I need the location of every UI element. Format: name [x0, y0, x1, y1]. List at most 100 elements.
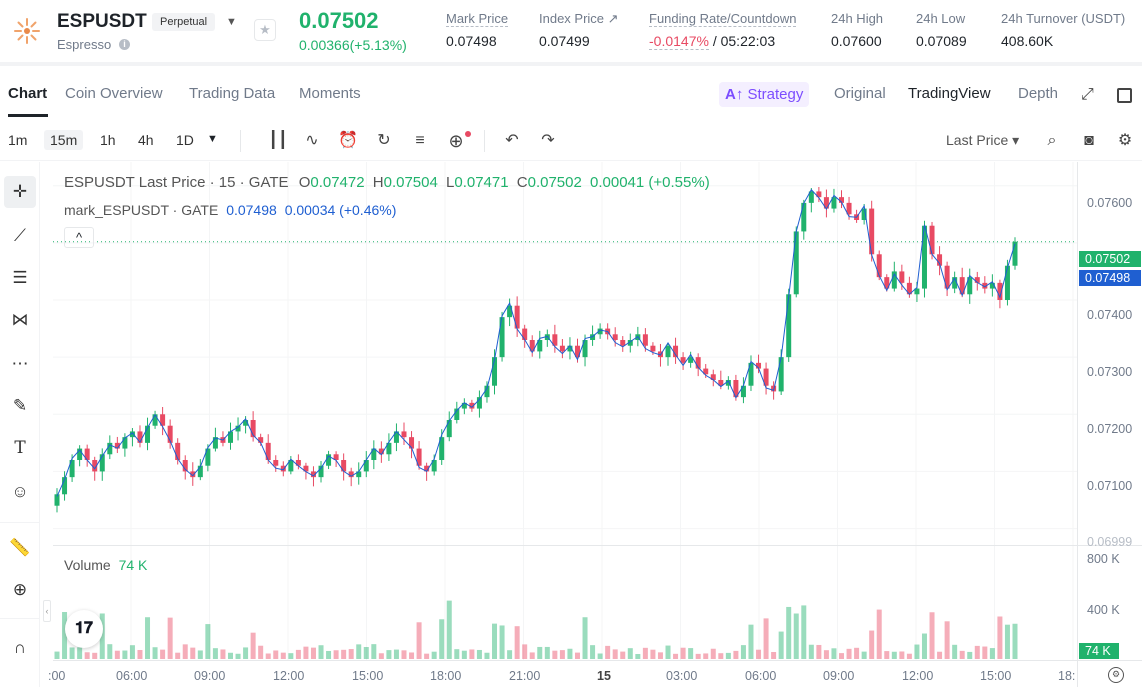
- index-price-label[interactable]: Index Price ↗: [539, 11, 619, 26]
- volume-bar: [740, 645, 746, 659]
- crosshair-icon[interactable]: ✛: [4, 176, 36, 208]
- view-tradingview[interactable]: TradingView: [908, 85, 991, 102]
- interval-1m[interactable]: 1m: [8, 132, 28, 148]
- fullscreen-icon[interactable]: ⤢: [1081, 86, 1094, 103]
- magnet-icon[interactable]: ∩: [13, 638, 27, 657]
- fib-levels-icon[interactable]: ⋯: [11, 354, 29, 373]
- volume-bar: [763, 618, 769, 659]
- price-axis-label: 0.07200: [1087, 422, 1133, 436]
- replay-icon[interactable]: ↻: [377, 132, 391, 149]
- volume-bar: [559, 650, 565, 659]
- strategy-button[interactable]: A↑ Strategy: [719, 82, 810, 107]
- popout-window-icon[interactable]: [1117, 88, 1132, 103]
- indicators-icon[interactable]: ∿: [305, 132, 319, 149]
- tab-moments[interactable]: Moments: [299, 85, 361, 102]
- volume-bar: [710, 648, 716, 659]
- volume-bar: [409, 652, 415, 659]
- add-icon[interactable]: ⊕: [448, 131, 464, 151]
- symbol-dropdown-icon[interactable]: ▼: [226, 16, 237, 28]
- zoom-in-icon[interactable]: ⊕: [12, 580, 28, 599]
- candle-body: [439, 437, 445, 460]
- volume-bar: [673, 653, 679, 659]
- candle-body: [499, 317, 505, 358]
- volume-bar: [544, 646, 550, 659]
- symbol-name[interactable]: ESPUSDT: [57, 11, 147, 32]
- main-legend: ESPUSDT Last Price · 15 · GATE O0.07472 …: [64, 174, 710, 191]
- camera-icon[interactable]: ◙: [1084, 132, 1094, 149]
- volume-bar: [416, 622, 422, 659]
- volume-bar: [273, 650, 279, 659]
- trend-line-icon[interactable]: ⟋: [14, 226, 26, 245]
- candle-body: [227, 431, 233, 443]
- tradingview-logo-icon[interactable]: 𝟏𝟕: [65, 610, 103, 648]
- candle-body: [597, 328, 603, 335]
- price-source-select[interactable]: Last Price ▾: [946, 132, 1020, 148]
- redo-icon[interactable]: ↷: [541, 132, 555, 149]
- horizontal-lines-icon[interactable]: ☰: [12, 268, 28, 287]
- volume-bar: [582, 617, 588, 659]
- gear-icon[interactable]: ⚙: [1117, 132, 1133, 149]
- low-24h-value: 0.07089: [916, 33, 967, 49]
- brush-icon[interactable]: ✎: [12, 396, 28, 415]
- volume-bar: [175, 652, 181, 659]
- collapse-legend-button[interactable]: ^: [64, 227, 94, 248]
- pattern-icon[interactable]: ⋈: [11, 310, 29, 329]
- volume-bar: [1004, 624, 1010, 659]
- emoji-icon[interactable]: ☺: [11, 482, 29, 501]
- interval-15m[interactable]: 15m: [44, 130, 84, 150]
- volume-bar: [635, 654, 641, 659]
- volume-bar: [84, 652, 90, 659]
- volume-bar: [967, 651, 973, 659]
- favorite-star-icon[interactable]: ★: [254, 19, 276, 41]
- search-icon[interactable]: ⌕: [1047, 132, 1057, 149]
- undo-icon[interactable]: ↶: [505, 132, 519, 149]
- high-24h-value: 0.07600: [831, 33, 882, 49]
- volume-bar: [884, 651, 890, 659]
- legend-high: 0.07504: [383, 174, 438, 191]
- candle-body: [831, 197, 837, 209]
- tab-coin-overview[interactable]: Coin Overview: [65, 85, 163, 102]
- candle-body: [967, 277, 973, 295]
- candlestick-chart[interactable]: [53, 162, 1142, 687]
- candle-body: [665, 345, 671, 358]
- funding-rate-label[interactable]: Funding Rate/Countdown: [649, 11, 797, 27]
- interval-1d[interactable]: 1D: [176, 132, 194, 148]
- alert-icon[interactable]: ⏰: [338, 132, 358, 149]
- collapse-toolbar-handle[interactable]: ‹: [43, 600, 51, 622]
- volume-bar: [265, 653, 271, 659]
- volume-bar: [439, 619, 445, 659]
- active-tab-underline: [8, 114, 48, 117]
- volume-bar: [318, 645, 324, 659]
- volume-bar: [62, 612, 68, 659]
- tab-trading-data[interactable]: Trading Data: [189, 85, 276, 102]
- time-axis-label: 06:00: [116, 669, 148, 683]
- chart-settings-icon[interactable]: ⚙: [1108, 667, 1124, 683]
- settings-list-icon[interactable]: ≡: [415, 132, 425, 149]
- candle-body: [84, 448, 90, 460]
- volume-bar: [680, 647, 686, 659]
- funding-rate-value: -0.0147% / 05:22:03: [649, 33, 775, 50]
- candle-body: [839, 197, 845, 203]
- text-tool-icon[interactable]: T: [14, 438, 26, 458]
- volume-bar: [665, 645, 671, 659]
- ruler-icon[interactable]: 📏: [9, 538, 31, 557]
- view-original[interactable]: Original: [834, 85, 886, 102]
- candle-body: [145, 425, 151, 443]
- candle-body: [175, 442, 181, 460]
- interval-4h[interactable]: 4h: [138, 132, 154, 148]
- tab-chart[interactable]: Chart: [8, 85, 48, 102]
- mark-price-label[interactable]: Mark Price: [446, 11, 509, 27]
- interval-1h[interactable]: 1h: [100, 132, 116, 148]
- volume-bar: [54, 651, 60, 659]
- volume-bar: [182, 644, 188, 659]
- legend-close: 0.07502: [527, 174, 582, 191]
- candles-icon[interactable]: ┃┃: [268, 132, 288, 149]
- candle-body: [1004, 265, 1010, 300]
- interval-dropdown-icon[interactable]: ▼: [207, 133, 218, 145]
- candle-body: [167, 425, 173, 443]
- volume-bar: [627, 648, 633, 659]
- info-icon[interactable]: i: [119, 39, 130, 50]
- coin-subname: Espresso: [57, 37, 112, 52]
- view-depth[interactable]: Depth: [1018, 85, 1059, 102]
- volume-bar: [952, 644, 958, 659]
